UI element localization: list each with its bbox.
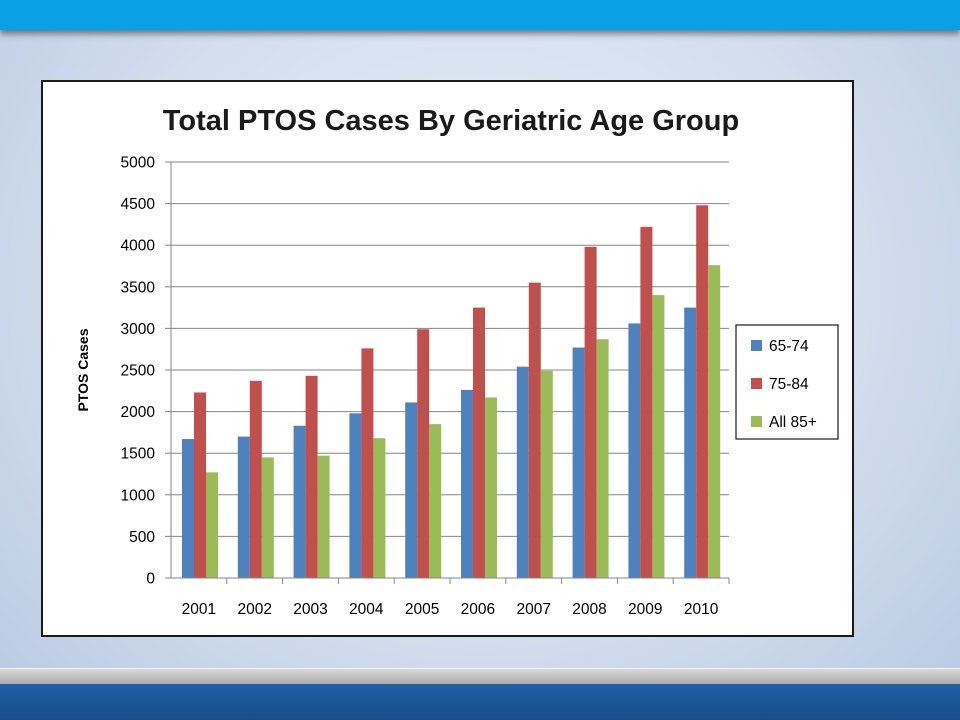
bar-75-84-2009 [640,226,653,578]
bar-75-84-2006 [473,307,485,578]
bar-75-84-2010 [696,205,709,578]
y-tick-label: 5000 [121,155,156,172]
x-tick-label: 2009 [628,601,662,618]
bar-65-74-2009 [628,323,641,578]
x-tick-label: 2004 [349,601,384,618]
x-tick-label: 2008 [572,601,606,618]
bar-65-74-2010 [684,307,697,578]
legend-swatch [751,416,762,427]
legend-swatch [751,340,762,351]
x-tick-label: 2005 [405,601,439,618]
legend-label: All 85+ [769,414,817,431]
bar-65-74-2002 [237,436,250,578]
bars [182,205,721,578]
bar-65-74-2004 [349,413,362,578]
bar-65-74-2006 [461,389,473,578]
bar-65-74-2008 [572,347,585,578]
x-tick-label: 2007 [516,601,550,618]
y-tick-label: 4500 [121,196,156,213]
legend-label: 65-74 [769,338,809,355]
bar-all-85--2009 [652,295,665,578]
bar-all-85--2001 [206,472,218,578]
y-tick-label: 2000 [121,404,156,421]
x-tick-label: 2002 [237,601,271,618]
bar-75-84-2008 [584,246,597,578]
x-tick-label: 2006 [461,601,495,618]
y-tick-label: 1000 [121,487,156,504]
y-tick-label: 3000 [121,321,156,338]
chart-title: Total PTOS Cases By Geriatric Age Group [163,105,739,137]
y-axis-ticks: 0 500 1000 1500 2000 2500 3000 3500 4000 4500 5000 [121,155,171,588]
bar-all-85--2008 [596,339,609,578]
bar-65-74-2003 [293,425,306,578]
y-tick-label: 0 [146,571,155,588]
legend-label: 75-84 [769,376,809,393]
bar-75-84-2003 [305,375,318,578]
legend: 65-74 75-84 All 85+ [735,324,839,440]
bar-75-84-2002 [249,380,262,578]
y-tick-label: 3500 [121,279,156,296]
x-tick-label: 2010 [684,601,719,618]
bar-all-85--2003 [317,455,330,578]
y-tick-label: 4000 [121,238,156,255]
bar-all-85--2007 [540,370,553,578]
bar-75-84-2001 [194,392,206,578]
chart-frame: Total PTOS Cases By Geriatric Age Group … [41,80,854,637]
bar-65-74-2005 [405,402,418,578]
y-tick-label: 2500 [121,363,156,380]
x-axis-ticks: 2001 2002 2003 2004 2005 2006 2007 2008 2009 2010 [182,578,730,618]
bar-all-85--2005 [429,424,442,578]
x-tick-label: 2001 [182,601,216,618]
bar-all-85--2002 [261,457,274,578]
bar-65-74-2007 [516,366,529,578]
bottom-footer-bar [0,684,960,720]
bar-65-74-2001 [182,439,194,578]
top-banner-bar [0,0,960,30]
y-tick-label: 1500 [121,446,156,463]
y-tick-label: 500 [129,529,155,546]
x-tick-label: 2003 [293,601,327,618]
bar-75-84-2004 [361,348,374,578]
legend-swatch [751,378,762,389]
bottom-gray-band [0,668,960,685]
y-axis-label: PTOS Cases [75,328,91,411]
bar-all-85--2004 [373,438,386,578]
bar-all-85--2010 [708,265,721,578]
bar-75-84-2005 [417,329,430,578]
bar-all-85--2006 [485,397,497,578]
bar-chart: Total PTOS Cases By Geriatric Age Group … [75,105,839,618]
bar-75-84-2007 [528,282,541,578]
